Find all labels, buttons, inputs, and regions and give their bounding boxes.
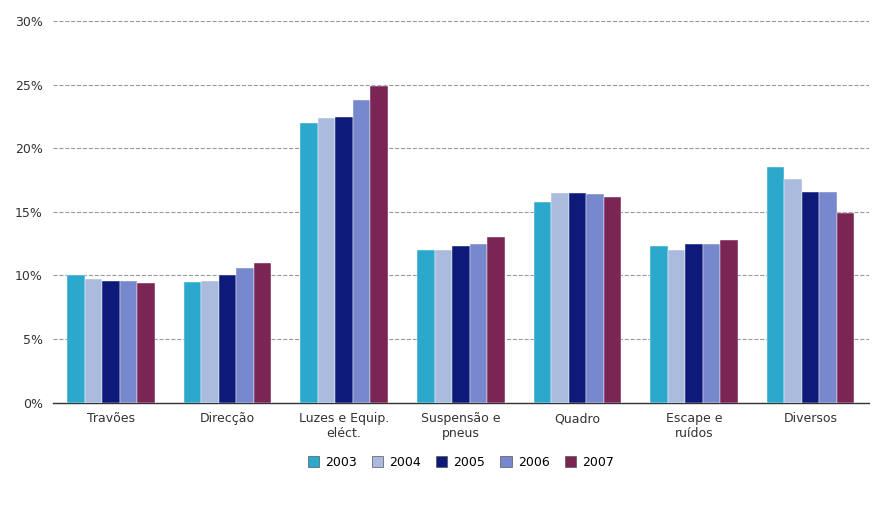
Bar [534, 202, 552, 402]
Bar [837, 213, 855, 402]
Bar [219, 276, 236, 402]
Bar [435, 250, 452, 402]
Bar [685, 244, 703, 402]
Bar [254, 263, 271, 402]
Bar [417, 250, 435, 402]
Bar [487, 237, 505, 402]
Bar [370, 86, 388, 402]
Bar [103, 280, 119, 402]
Bar [784, 179, 802, 402]
Bar [651, 246, 667, 402]
Legend: 2003, 2004, 2005, 2006, 2007: 2003, 2004, 2005, 2006, 2007 [302, 451, 619, 474]
Bar [819, 192, 837, 402]
Bar [586, 194, 604, 402]
Bar [667, 250, 685, 402]
Bar [301, 123, 318, 402]
Bar [568, 193, 586, 402]
Bar [318, 118, 335, 402]
Bar [67, 276, 85, 402]
Bar [802, 192, 819, 402]
Bar [767, 167, 784, 402]
Bar [335, 117, 353, 402]
Bar [552, 193, 568, 402]
Bar [469, 244, 487, 402]
Bar [236, 268, 254, 402]
Bar [85, 279, 103, 402]
Bar [202, 280, 219, 402]
Bar [452, 246, 469, 402]
Bar [119, 280, 137, 402]
Bar [184, 282, 202, 402]
Bar [604, 197, 621, 402]
Bar [703, 244, 720, 402]
Bar [137, 283, 155, 402]
Bar [720, 240, 738, 402]
Bar [353, 100, 370, 402]
